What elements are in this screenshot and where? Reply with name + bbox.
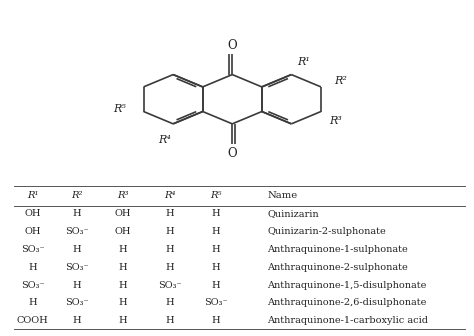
Text: R²: R² (334, 76, 347, 86)
Text: Anthraquinone-2,6-disulphonate: Anthraquinone-2,6-disulphonate (267, 298, 427, 307)
Text: OH: OH (115, 209, 131, 218)
Text: H: H (212, 227, 220, 236)
Text: H: H (165, 227, 174, 236)
Text: H: H (212, 281, 220, 290)
Text: OH: OH (115, 227, 131, 236)
Text: H: H (165, 209, 174, 218)
Text: SO₃⁻: SO₃⁻ (65, 263, 89, 272)
Text: COOH: COOH (17, 316, 48, 325)
Text: R¹: R¹ (27, 191, 38, 200)
Text: H: H (119, 263, 128, 272)
Text: R⁵: R⁵ (113, 104, 126, 114)
Text: Anthraquinone-1-carboxylic acid: Anthraquinone-1-carboxylic acid (267, 316, 428, 325)
Text: H: H (212, 245, 220, 254)
Text: H: H (165, 316, 174, 325)
Text: H: H (165, 263, 174, 272)
Text: H: H (165, 245, 174, 254)
Text: H: H (119, 316, 128, 325)
Text: H: H (119, 245, 128, 254)
Text: Quinizarin: Quinizarin (267, 209, 319, 218)
Text: R²: R² (71, 191, 82, 200)
Text: R³: R³ (118, 191, 129, 200)
Text: OH: OH (24, 209, 41, 218)
Text: R³: R³ (329, 116, 342, 126)
Text: SO₃⁻: SO₃⁻ (65, 227, 89, 236)
Text: R⁴: R⁴ (158, 135, 171, 145)
Text: SO₃⁻: SO₃⁻ (204, 298, 228, 307)
Text: Anthraquinone-1-sulphonate: Anthraquinone-1-sulphonate (267, 245, 408, 254)
Text: Anthraquinone-2-sulphonate: Anthraquinone-2-sulphonate (267, 263, 408, 272)
Text: H: H (119, 298, 128, 307)
Text: H: H (28, 298, 37, 307)
Text: H: H (212, 263, 220, 272)
Text: H: H (73, 281, 81, 290)
Text: H: H (212, 316, 220, 325)
Text: OH: OH (24, 227, 41, 236)
Text: Name: Name (267, 191, 298, 200)
Text: O: O (228, 39, 237, 52)
Text: SO₃⁻: SO₃⁻ (21, 245, 45, 254)
Text: R⁵: R⁵ (210, 191, 222, 200)
Text: SO₃⁻: SO₃⁻ (65, 298, 89, 307)
Text: SO₃⁻: SO₃⁻ (21, 281, 45, 290)
Text: H: H (28, 263, 37, 272)
Text: R¹: R¹ (297, 57, 310, 67)
Text: Quinizarin-2-sulphonate: Quinizarin-2-sulphonate (267, 227, 386, 236)
Text: SO₃⁻: SO₃⁻ (158, 281, 182, 290)
Text: O: O (228, 147, 237, 160)
Text: H: H (165, 298, 174, 307)
Text: Anthraquinone-1,5-disulphonate: Anthraquinone-1,5-disulphonate (267, 281, 427, 290)
Text: H: H (119, 281, 128, 290)
Text: H: H (73, 209, 81, 218)
Text: H: H (73, 316, 81, 325)
Text: H: H (73, 245, 81, 254)
Text: R⁴: R⁴ (164, 191, 175, 200)
Text: H: H (212, 209, 220, 218)
